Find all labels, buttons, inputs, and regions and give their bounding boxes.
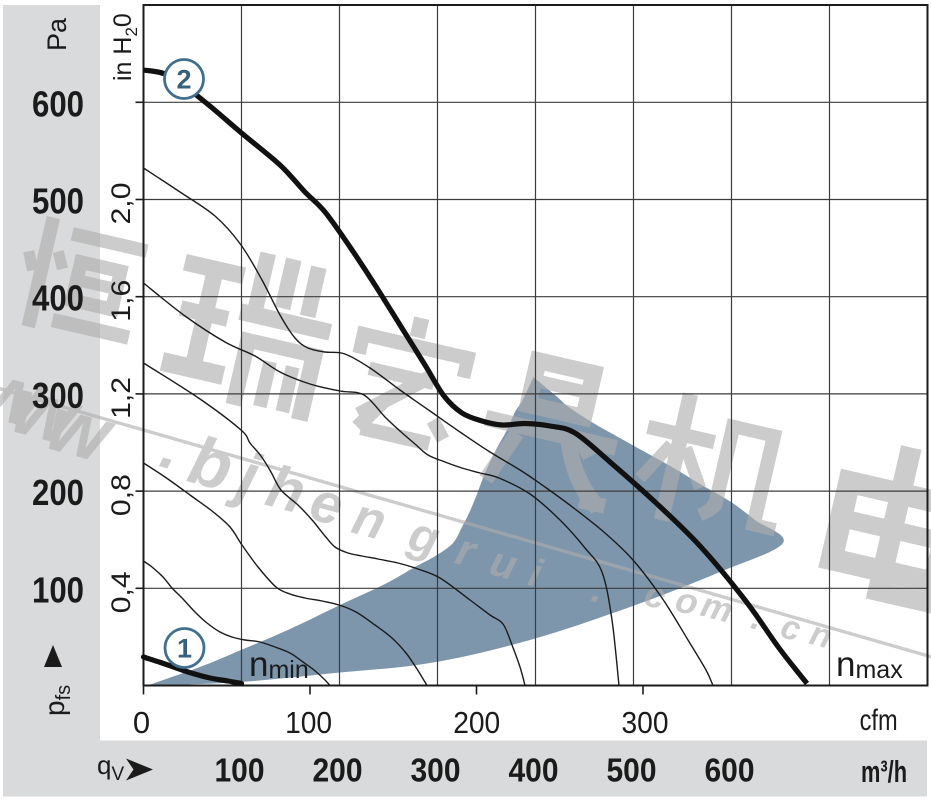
svg-text:300: 300: [32, 375, 84, 416]
svg-text:m³/h: m³/h: [861, 754, 907, 789]
svg-text:2: 2: [176, 65, 191, 95]
svg-text:300: 300: [622, 705, 669, 740]
svg-text:100: 100: [32, 569, 84, 610]
svg-text:500: 500: [607, 752, 657, 789]
svg-text:100: 100: [285, 705, 332, 740]
svg-text:200: 200: [32, 472, 84, 513]
svg-text:h: h: [260, 452, 313, 526]
svg-text:0,4: 0,4: [106, 571, 136, 613]
svg-text:600: 600: [32, 83, 84, 124]
svg-text:b: b: [181, 422, 241, 506]
svg-text:cfm: cfm: [860, 704, 898, 737]
svg-text:600: 600: [705, 752, 755, 789]
svg-text:400: 400: [32, 278, 84, 319]
svg-text:0,8: 0,8: [106, 474, 136, 516]
svg-text:n: n: [347, 487, 393, 551]
svg-text:2,0: 2,0: [106, 183, 136, 225]
svg-text:1,2: 1,2: [106, 377, 136, 419]
svg-text:200: 200: [313, 752, 363, 789]
svg-text:300: 300: [411, 752, 461, 789]
svg-text:1: 1: [177, 634, 192, 664]
svg-text:Pa: Pa: [42, 17, 72, 51]
svg-text:0: 0: [133, 705, 150, 740]
svg-text:nmax: nmax: [836, 645, 903, 684]
svg-text:1,6: 1,6: [106, 280, 136, 322]
svg-text:500: 500: [32, 181, 84, 222]
svg-text:400: 400: [509, 752, 559, 789]
svg-text:in H20: in H20: [109, 13, 141, 81]
svg-text:100: 100: [215, 752, 265, 789]
svg-text:nmin: nmin: [249, 645, 309, 684]
svg-text:200: 200: [453, 705, 500, 740]
